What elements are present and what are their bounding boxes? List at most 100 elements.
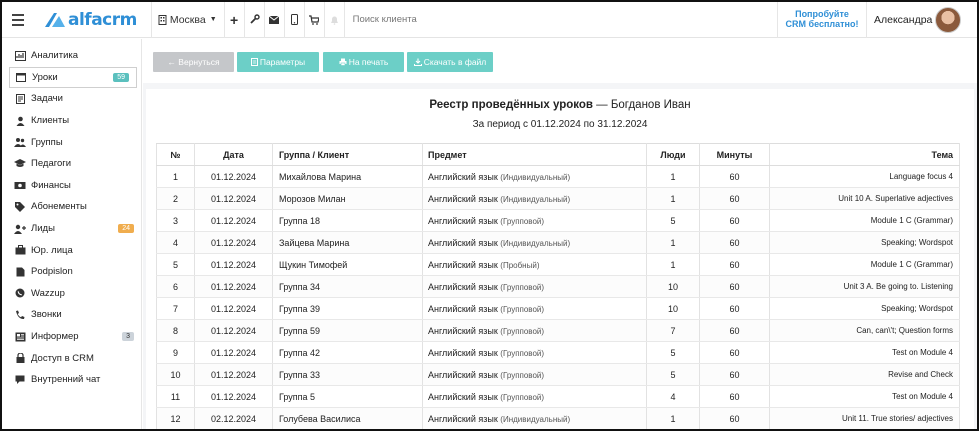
- cell-group: Группа 39: [272, 297, 423, 320]
- cell-num: 12: [156, 407, 195, 429]
- cell-people: 7: [646, 319, 700, 342]
- cell-people: 1: [646, 253, 700, 276]
- cell-num: 1: [156, 165, 195, 188]
- sidebar-item-money[interactable]: Финансы: [2, 175, 141, 197]
- sidebar-item-whatsapp[interactable]: Wazzup: [2, 283, 141, 305]
- document-icon: [250, 58, 258, 66]
- money-icon: [14, 180, 26, 190]
- lesson-type: (Групповой): [500, 370, 545, 380]
- table-row: 7 01.12.2024 Группа 39 Английский язык (Гру…: [156, 297, 960, 320]
- cell-people: 10: [646, 275, 700, 298]
- cell-people: 5: [646, 363, 700, 386]
- tools-button[interactable]: [243, 2, 264, 38]
- sidebar: Аналитика Уроки 59 Задачи Клиенты Группы Педаг…: [2, 39, 142, 429]
- cell-num: 5: [156, 253, 195, 276]
- promo-link[interactable]: Попробуйте CRM бесплатно!: [782, 9, 862, 29]
- mail-button[interactable]: [263, 2, 284, 38]
- cell-minutes: 60: [699, 385, 770, 408]
- promo-line-2: CRM бесплатно!: [785, 19, 859, 29]
- sidebar-item-phone[interactable]: Звонки: [2, 304, 141, 326]
- notifications-button[interactable]: [323, 2, 344, 38]
- cell-minutes: 60: [699, 253, 770, 276]
- cell-minutes: 60: [699, 275, 770, 298]
- newspaper-icon: [14, 332, 26, 342]
- cell-minutes: 60: [699, 209, 770, 232]
- table-header-row: № Дата Группа / Клиент Предмет Люди Мину…: [156, 143, 960, 166]
- graduation-cap-icon: [14, 159, 26, 169]
- sidebar-item-tasks[interactable]: Задачи: [2, 88, 141, 110]
- user-name[interactable]: Александра: [874, 14, 933, 26]
- sidebar-item-calendar[interactable]: Уроки 59: [9, 66, 137, 89]
- print-button[interactable]: На печать: [323, 52, 404, 72]
- sidebar-item-groups[interactable]: Группы: [2, 131, 141, 153]
- sidebar-item-label: Информер: [31, 331, 79, 343]
- cell-subject: Английский язык (Групповой): [422, 209, 647, 232]
- sidebar-item-document[interactable]: Podpislon: [2, 261, 141, 283]
- cell-theme: Module 1 C (Grammar): [769, 253, 960, 276]
- add-button[interactable]: +: [223, 2, 244, 38]
- table-row: 4 01.12.2024 Зайцева Марина Английский язык…: [156, 231, 960, 254]
- tag-icon: [14, 201, 26, 212]
- lesson-type: (Групповой): [500, 326, 545, 336]
- city-label: Москва: [169, 13, 206, 26]
- cell-group: Голубева Василиса: [272, 407, 423, 429]
- cell-group: Группа 42: [272, 341, 423, 364]
- sidebar-item-chat[interactable]: Внутренний чат: [2, 369, 141, 391]
- cell-num: 2: [156, 187, 195, 210]
- cell-subject: Английский язык (Групповой): [422, 341, 647, 364]
- city-selector[interactable]: Москва ▼: [150, 2, 224, 38]
- wrench-icon: [250, 14, 260, 24]
- cell-date: 01.12.2024: [194, 297, 273, 320]
- sidebar-item-tag[interactable]: Абонементы: [2, 196, 141, 218]
- sidebar-item-label: Доступ в CRM: [31, 352, 94, 364]
- logo[interactable]: alfacrm: [44, 2, 137, 38]
- cell-subject: Английский язык (Индивидуальный): [422, 231, 647, 254]
- printer-icon: [339, 58, 347, 66]
- menu-icon[interactable]: [4, 2, 32, 38]
- lessons-table: № Дата Группа / Клиент Предмет Люди Мину…: [156, 143, 960, 429]
- lesson-type: (Индивидуальный): [500, 238, 571, 248]
- cell-minutes: 60: [699, 363, 770, 386]
- sidebar-item-graduation-cap[interactable]: Педагоги: [2, 153, 141, 175]
- sidebar-item-briefcase[interactable]: Юр. лица: [2, 239, 141, 261]
- cell-group: Щукин Тимофей: [272, 253, 423, 276]
- subject-name: Английский язык: [428, 369, 498, 380]
- subject-name: Английский язык: [428, 391, 498, 402]
- col-subject-header: Предмет: [422, 143, 647, 166]
- cart-button[interactable]: [303, 2, 324, 38]
- cell-num: 9: [156, 341, 195, 364]
- sidebar-item-newspaper[interactable]: Информер 3: [2, 326, 141, 348]
- sidebar-item-lock[interactable]: Доступ в CRM: [2, 347, 141, 369]
- cell-group: Группа 5: [272, 385, 423, 408]
- sidebar-item-label: Абонементы: [31, 201, 87, 213]
- briefcase-icon: [14, 245, 26, 255]
- sidebar-item-client[interactable]: Клиенты: [2, 110, 141, 132]
- sidebar-item-analytics[interactable]: Аналитика: [2, 45, 141, 67]
- cell-date: 01.12.2024: [194, 253, 273, 276]
- sidebar-item-add-user[interactable]: Лиды 24: [2, 218, 141, 240]
- col-theme-header: Тема: [769, 143, 960, 166]
- top-bar: alfacrm Москва ▼ + Поиск клиента Попробу: [2, 2, 977, 38]
- cell-num: 8: [156, 319, 195, 342]
- download-button[interactable]: Скачать в файл: [407, 52, 493, 72]
- cell-date: 01.12.2024: [194, 165, 273, 188]
- back-button[interactable]: ← Вернуться: [153, 52, 234, 72]
- calendar-icon: [15, 72, 27, 83]
- lesson-type: (Индивидуальный): [500, 172, 571, 182]
- params-button[interactable]: Параметры: [237, 52, 319, 72]
- cell-minutes: 60: [699, 407, 770, 429]
- tasks-icon: [14, 93, 26, 104]
- subject-name: Английский язык: [428, 413, 498, 424]
- cell-theme: Unit 10 A. Superlative adjectives: [769, 187, 960, 210]
- cell-minutes: 60: [699, 231, 770, 254]
- cell-subject: Английский язык (Групповой): [422, 275, 647, 298]
- search-input[interactable]: Поиск клиента: [343, 2, 744, 38]
- bell-icon: [330, 16, 338, 25]
- count-badge: 3: [122, 332, 134, 342]
- count-badge: 59: [113, 72, 129, 82]
- cell-date: 01.12.2024: [194, 341, 273, 364]
- avatar[interactable]: [935, 7, 961, 33]
- cell-people: 4: [646, 385, 700, 408]
- cell-date: 02.12.2024: [194, 407, 273, 429]
- mobile-button[interactable]: [283, 2, 304, 38]
